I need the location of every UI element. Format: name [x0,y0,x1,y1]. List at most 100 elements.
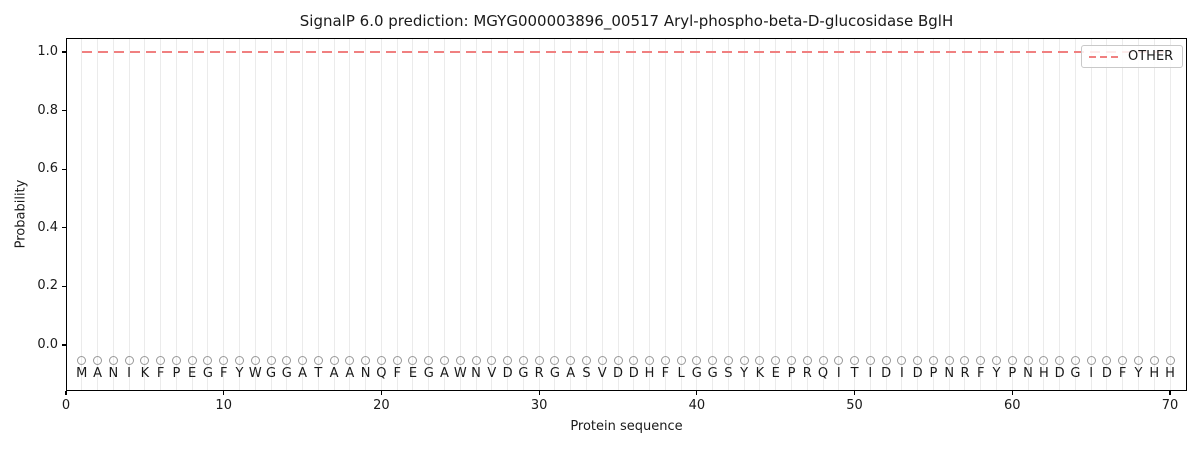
residue-marker [944,355,954,365]
residue-letter: V [597,366,607,381]
residue-marker [550,355,560,365]
residue-marker [440,355,449,365]
residue-letter: F [661,366,670,381]
gridline [617,39,619,390]
gridline [996,39,997,390]
x-tick-mark [1169,391,1171,395]
residue-marker [424,355,434,365]
residue-letter: P [787,366,796,381]
residue-marker [1070,355,1080,365]
gridline [822,39,824,390]
residue-marker [298,355,308,365]
residue-marker [329,355,339,365]
residue-letter: G [707,366,718,381]
residue-letter: R [802,366,812,381]
residue-letter: K [755,366,765,381]
residue-marker [1039,355,1049,365]
gridline [97,39,99,390]
residue-marker [960,355,970,365]
residue-marker [187,355,197,365]
residue-marker [1149,355,1159,365]
x-axis-label: Protein sequence [570,419,683,434]
gridline [302,39,304,390]
residue-marker [392,355,402,365]
residue-letter: A [93,366,102,381]
gridline [838,39,840,390]
residue-letter: S [724,366,733,381]
y-tick-label: 1.0 [37,44,58,59]
residue-marker [613,355,623,365]
residue-marker [802,355,812,365]
residue-letter: H [1149,366,1160,381]
residue-marker [708,355,718,365]
y-tick-mark [62,285,66,287]
gridline [428,39,430,390]
residue-marker [1007,355,1017,365]
residue-marker [897,355,907,365]
gridline [538,39,540,390]
residue-marker [124,355,134,365]
x-tick-label: 50 [846,398,863,413]
residue-letter: I [899,366,904,381]
gridline [948,39,950,390]
residue-letter: N [1023,366,1033,381]
residue-marker [503,355,513,365]
residue-marker [471,355,481,365]
residue-letter: H [644,366,655,381]
gridline [191,39,193,390]
residue-marker [676,355,686,365]
residue-letter: F [156,366,165,381]
residue-letter: Y [740,366,749,381]
y-tick-mark [62,51,66,53]
residue-marker [455,355,465,365]
residue-marker [171,355,181,365]
gridline [917,39,919,390]
gridline [696,39,698,390]
gridline [901,39,903,390]
gridline [459,39,461,390]
residue-marker [1055,355,1065,365]
gridline [349,39,351,390]
residue-marker [266,355,276,365]
y-tick-mark [62,227,66,229]
residue-marker [156,355,166,365]
residue-letter: Q [376,366,387,381]
residue-marker [1165,355,1175,365]
residue-letter: E [771,366,780,381]
residue-marker [1102,355,1112,365]
residue-letter: L [677,366,685,381]
gridline [317,39,319,390]
gridline [412,39,414,390]
residue-marker [976,355,986,365]
x-tick-label: 20 [373,398,390,413]
residue-marker [723,355,733,365]
residue-marker [881,355,891,365]
x-tick-label: 60 [1004,398,1021,413]
residue-letter: G [691,366,702,381]
residue-marker [108,355,118,365]
residue-letter: D [628,366,639,381]
residue-letter: S [582,366,591,381]
x-tick-label: 0 [61,398,71,413]
residue-marker [771,355,781,365]
residue-marker [928,355,938,365]
residue-marker [282,355,292,365]
residue-letter: N [108,366,119,381]
gridline [333,39,335,390]
residue-marker [1133,355,1143,365]
gridline [1169,39,1171,390]
residue-letter: I [127,366,131,381]
gridline [238,39,240,390]
gridline [128,39,130,390]
residue-letter: Y [992,366,1001,381]
gridline [964,39,966,390]
residue-letter: D [612,366,623,381]
x-tick-label: 10 [215,398,232,413]
residue-letter: D [502,366,513,381]
x-tick-mark [1011,391,1013,395]
residue-letter: E [188,366,197,381]
residue-letter: G [202,366,213,381]
y-tick-mark [62,110,66,112]
gridline [81,39,83,390]
residue-letter: N [360,366,371,381]
